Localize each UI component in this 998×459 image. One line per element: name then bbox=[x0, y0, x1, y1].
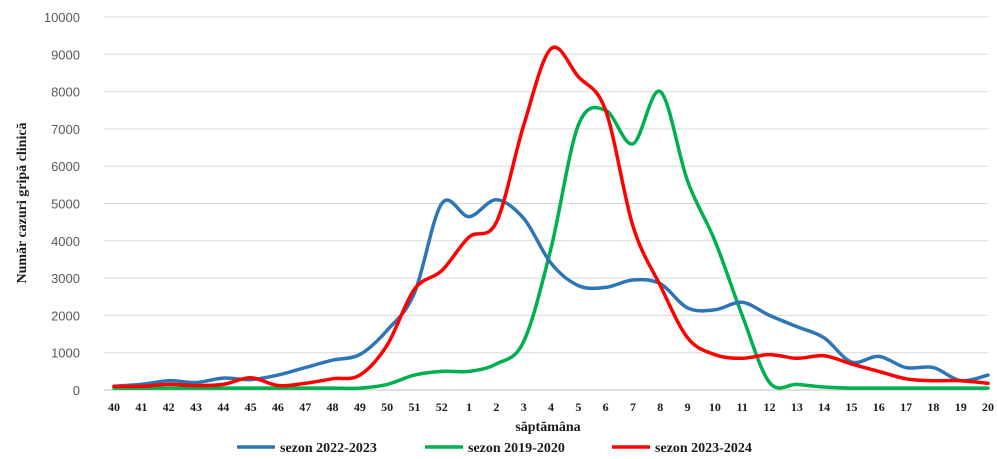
x-tick-label: 16 bbox=[873, 400, 885, 414]
x-tick-label: 47 bbox=[299, 400, 311, 414]
y-tick-label: 4000 bbox=[51, 234, 80, 249]
x-tick-label: 17 bbox=[900, 400, 912, 414]
x-tick-label: 8 bbox=[657, 400, 663, 414]
x-tick-label: 7 bbox=[630, 400, 636, 414]
x-tick-label: 6 bbox=[603, 400, 609, 414]
x-tick-label: 50 bbox=[381, 400, 393, 414]
x-tick-label: 14 bbox=[818, 400, 830, 414]
y-tick-label: 0 bbox=[73, 383, 80, 398]
x-tick-label: 20 bbox=[982, 400, 994, 414]
x-tick-label: 11 bbox=[737, 400, 748, 414]
y-axis-ticks: 0 1000 2000 3000 4000 5000 6000 7000 8000 9000 100… bbox=[44, 10, 80, 398]
x-tick-label: 12 bbox=[764, 400, 776, 414]
x-tick-label: 41 bbox=[135, 400, 147, 414]
y-tick-label: 6000 bbox=[51, 159, 80, 174]
x-tick-label: 9 bbox=[685, 400, 691, 414]
legend-label: sezon 2019-2020 bbox=[468, 441, 565, 456]
y-tick-label: 5000 bbox=[51, 197, 80, 212]
x-tick-label: 48 bbox=[327, 400, 339, 414]
x-axis-ticks: 40 41 42 43 44 45 46 47 48 49 50 51 52 1 2 3 4 5 6 7 8 9 10 11 1… bbox=[108, 400, 994, 414]
y-tick-label: 1000 bbox=[51, 346, 80, 361]
y-tick-label: 2000 bbox=[51, 308, 80, 323]
y-axis-title: Număr cazuri gripă clinică bbox=[15, 122, 30, 283]
x-tick-label: 40 bbox=[108, 400, 120, 414]
x-tick-label: 52 bbox=[436, 400, 448, 414]
x-tick-label: 42 bbox=[163, 400, 175, 414]
x-tick-label: 18 bbox=[927, 400, 939, 414]
y-tick-label: 7000 bbox=[51, 122, 80, 137]
x-tick-label: 46 bbox=[272, 400, 284, 414]
series-lines bbox=[112, 45, 990, 391]
x-tick-label: 2 bbox=[493, 400, 499, 414]
gridlines bbox=[104, 16, 988, 354]
x-tick-label: 51 bbox=[408, 400, 420, 414]
y-tick-label: 3000 bbox=[51, 271, 80, 286]
y-tick-label: 9000 bbox=[51, 47, 80, 62]
series-line-1 bbox=[112, 89, 990, 391]
x-tick-label: 49 bbox=[354, 400, 366, 414]
x-tick-label: 5 bbox=[575, 400, 581, 414]
legend-label: sezon 2023-2024 bbox=[655, 441, 752, 456]
legend-label: sezon 2022-2023 bbox=[280, 441, 377, 456]
x-tick-label: 13 bbox=[791, 400, 803, 414]
x-tick-label: 19 bbox=[955, 400, 967, 414]
series-line-2 bbox=[112, 45, 990, 389]
legend: sezon 2022-2023 sezon 2019-2020 sezon 2023… bbox=[237, 441, 752, 456]
y-tick-label: 8000 bbox=[51, 85, 80, 100]
x-tick-label: 4 bbox=[548, 400, 554, 414]
x-tick-label: 44 bbox=[217, 400, 229, 414]
x-tick-label: 45 bbox=[245, 400, 257, 414]
y-tick-label: 10000 bbox=[44, 10, 80, 25]
series-line-0 bbox=[112, 198, 990, 389]
x-tick-label: 3 bbox=[521, 400, 527, 414]
x-tick-label: 10 bbox=[709, 400, 721, 414]
x-axis-title: săptămâna bbox=[515, 420, 580, 435]
x-tick-label: 1 bbox=[466, 400, 472, 414]
x-tick-label: 15 bbox=[845, 400, 857, 414]
x-tick-label: 43 bbox=[190, 400, 202, 414]
